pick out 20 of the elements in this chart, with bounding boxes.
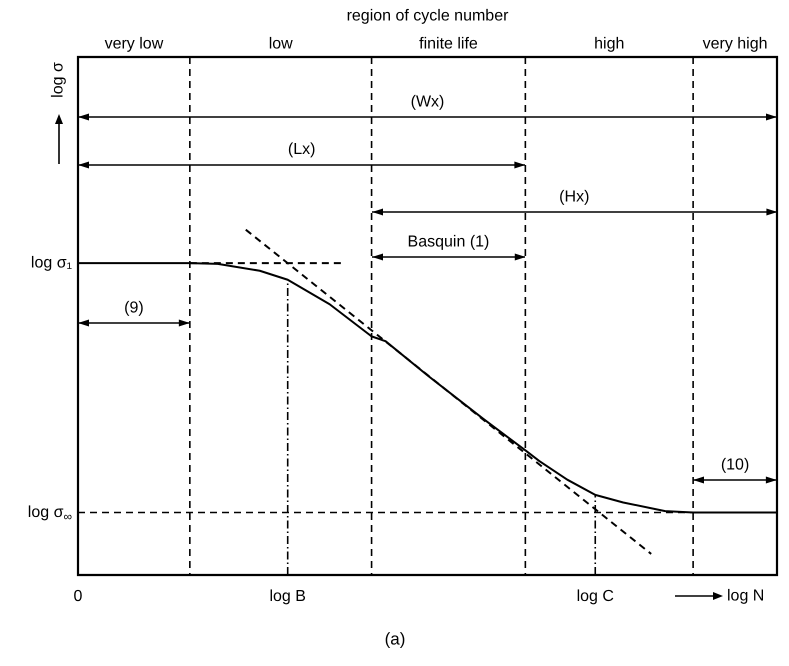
text: log σ bbox=[49, 62, 66, 98]
text: (Lx) bbox=[288, 141, 316, 158]
annotation: (10) bbox=[720, 456, 750, 474]
text: (Hx) bbox=[559, 188, 590, 206]
text: (Wx) bbox=[410, 93, 444, 110]
x-tick-label: 0 bbox=[74, 588, 83, 606]
text: low bbox=[268, 35, 294, 52]
chart-title: region of cycle number bbox=[346, 7, 510, 24]
text: very high bbox=[702, 35, 768, 52]
ref-line-label: log σ∞ bbox=[28, 504, 72, 524]
x-tick-label: log C bbox=[576, 588, 614, 606]
text: finite life bbox=[419, 35, 478, 52]
text: very low bbox=[104, 35, 164, 52]
annotation: Basquin (1) bbox=[408, 233, 490, 250]
annotation: (9) bbox=[124, 300, 144, 317]
x-axis-title: log N bbox=[727, 587, 764, 604]
text: log σ₁ bbox=[30, 254, 72, 272]
x-tick-label: log B bbox=[269, 588, 306, 606]
text: (a) bbox=[384, 630, 406, 649]
text: high bbox=[594, 35, 624, 52]
